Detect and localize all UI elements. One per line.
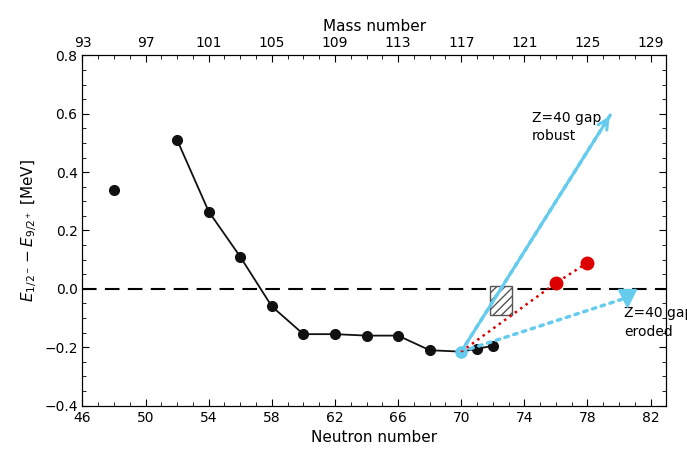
X-axis label: Neutron number: Neutron number	[311, 430, 438, 445]
Text: Z=40 gap
eroded: Z=40 gap eroded	[624, 307, 687, 339]
Bar	[490, 286, 512, 315]
Text: Z=40 gap
robust: Z=40 gap robust	[532, 111, 602, 143]
X-axis label: Mass number: Mass number	[323, 19, 426, 34]
Y-axis label: $E_{1/2^-} - E_{9/2^+}$ [MeV]: $E_{1/2^-} - E_{9/2^+}$ [MeV]	[19, 159, 38, 302]
